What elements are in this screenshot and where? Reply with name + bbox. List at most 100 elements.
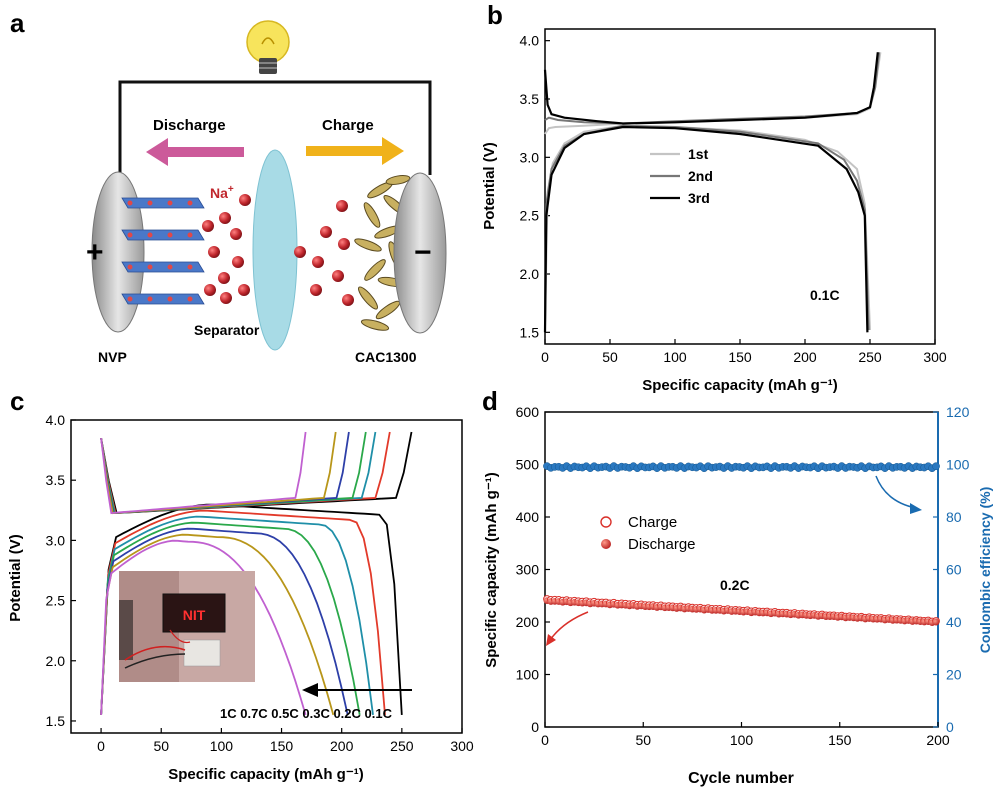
x-tick-label: 0 bbox=[541, 732, 549, 748]
legend-discharge: Discharge bbox=[628, 536, 696, 553]
curve-0.5C-discharge bbox=[100, 527, 349, 716]
panel-a: a Discharge Charge + bbox=[10, 8, 447, 365]
curve-3rd-discharge bbox=[543, 125, 869, 333]
y-tick-label: 600 bbox=[516, 404, 540, 420]
curve-0.1C-discharge bbox=[100, 503, 403, 715]
panel-b-letter: b bbox=[487, 0, 503, 30]
panel-c-curves bbox=[100, 431, 413, 716]
panel-c-ticks: 0 50 100 150 200 250 300 1.5 2.0 2.5 3.0 3.5 4.0 bbox=[46, 412, 474, 754]
y2-tick-label: 100 bbox=[946, 457, 970, 473]
y-tick-label: 1.5 bbox=[520, 324, 540, 340]
panel-c-rate-labels: 1C 0.7C 0.5C 0.3C 0.2C 0.1C bbox=[220, 706, 393, 721]
x-tick-label: 300 bbox=[450, 738, 474, 754]
charge-label: Charge bbox=[322, 117, 374, 134]
plus-sign: + bbox=[86, 236, 104, 269]
discharge-label: Discharge bbox=[153, 117, 226, 134]
panel-c-letter: c bbox=[10, 386, 24, 416]
panel-d-xlabel: Cycle number bbox=[688, 770, 794, 787]
charge-arrow bbox=[306, 137, 404, 165]
svg-text:NIT: NIT bbox=[183, 607, 206, 623]
rate-arrow-head bbox=[302, 683, 318, 697]
y2-tick-label: 40 bbox=[946, 614, 962, 630]
legend-2nd: 2nd bbox=[688, 168, 713, 184]
x-tick-label: 0 bbox=[97, 738, 105, 754]
separator-label: Separator bbox=[194, 322, 260, 338]
y-tick-label: 3.5 bbox=[46, 472, 66, 488]
minus-sign: − bbox=[414, 236, 432, 269]
y-tick-label: 3.0 bbox=[46, 532, 66, 548]
discharge-point bbox=[932, 618, 940, 626]
x-tick-label: 250 bbox=[390, 738, 414, 754]
panel-d: d 0 50 100 150 20001002003004005006000204060… bbox=[482, 386, 993, 787]
anode-label: CAC1300 bbox=[355, 349, 417, 365]
light-bulb-icon bbox=[246, 20, 290, 74]
y-tick-label: 3.5 bbox=[520, 91, 540, 107]
y2-tick-label: 80 bbox=[946, 509, 962, 525]
curve-1C-charge bbox=[100, 431, 307, 515]
y-tick-label: 200 bbox=[516, 614, 540, 630]
y2-tick-label: 120 bbox=[946, 404, 970, 420]
curve-0.2C-b-discharge bbox=[100, 515, 374, 716]
curve-0.7C-discharge bbox=[100, 533, 335, 716]
x-tick-label: 50 bbox=[153, 738, 169, 754]
y-tick-label: 100 bbox=[516, 667, 540, 683]
x-tick-label: 100 bbox=[663, 349, 687, 365]
y-tick-label: 400 bbox=[516, 509, 540, 525]
panel-b-curves bbox=[543, 52, 882, 333]
y-tick-label: 500 bbox=[516, 457, 540, 473]
curve-2nd-charge bbox=[544, 52, 881, 125]
panel-b-ticks: 0 50 100 150 200 250 300 1.5 2.0 2.5 3.0 3.5 4.0 bbox=[520, 33, 947, 365]
y-tick-label: 4.0 bbox=[520, 33, 540, 49]
efficiency-pointer-head bbox=[910, 503, 922, 514]
x-tick-label: 200 bbox=[926, 732, 950, 748]
y2-tick-label: 60 bbox=[946, 562, 962, 578]
curve-0.3C-discharge bbox=[100, 521, 361, 716]
ce-point bbox=[932, 462, 940, 471]
panel-b-legend: 1st 2nd 3rd bbox=[650, 146, 713, 206]
x-tick-label: 200 bbox=[330, 738, 354, 754]
panel-d-rate-label: 0.2C bbox=[720, 577, 750, 593]
y-tick-label: 0 bbox=[531, 719, 539, 735]
panel-b: b 0 50 100 150 200 250 300 1.5 2.0 2.5 3.0 3.5 4.0 S… bbox=[481, 0, 947, 394]
y-tick-label: 4.0 bbox=[46, 412, 66, 428]
y-tick-label: 2.0 bbox=[46, 653, 66, 669]
nvp-layers bbox=[121, 197, 205, 305]
x-tick-label: 150 bbox=[728, 349, 752, 365]
panel-d-legend: Charge Discharge bbox=[600, 514, 696, 553]
x-tick-label: 100 bbox=[210, 738, 234, 754]
anode-disc bbox=[393, 172, 447, 334]
y-tick-label: 3.0 bbox=[520, 149, 540, 165]
panel-c-ylabel: Potential (V) bbox=[7, 534, 24, 622]
carbon-particles bbox=[354, 175, 411, 331]
y-tick-label: 1.5 bbox=[46, 713, 66, 729]
panel-d-points bbox=[543, 462, 940, 627]
panel-c: c 0 50 100 150 200 250 300 1.5 2.0 2.5 3.0 3.5 4.0 N… bbox=[7, 386, 474, 783]
sodium-ions bbox=[202, 194, 354, 306]
legend-charge: Charge bbox=[628, 514, 677, 531]
circuit-wire bbox=[118, 80, 432, 175]
curve-0.2C-discharge bbox=[100, 509, 386, 715]
panel-d-letter: d bbox=[482, 386, 498, 416]
x-tick-label: 100 bbox=[730, 732, 754, 748]
y2-tick-label: 20 bbox=[946, 667, 962, 683]
y-tick-label: 300 bbox=[516, 562, 540, 578]
y-tick-label: 2.5 bbox=[520, 208, 540, 224]
x-tick-label: 250 bbox=[858, 349, 882, 365]
x-tick-label: 150 bbox=[270, 738, 294, 754]
panel-b-xlabel: Specific capacity (mAh g⁻¹) bbox=[642, 377, 837, 394]
curve-2nd-discharge bbox=[544, 124, 870, 331]
panel-b-ylabel: Potential (V) bbox=[481, 142, 498, 230]
x-tick-label: 200 bbox=[793, 349, 817, 365]
curve-1C-discharge bbox=[100, 539, 307, 716]
discharge-arrow bbox=[146, 138, 244, 166]
legend-1st: 1st bbox=[688, 146, 709, 162]
y-tick-label: 2.0 bbox=[520, 266, 540, 282]
x-tick-label: 300 bbox=[923, 349, 947, 365]
x-tick-label: 50 bbox=[602, 349, 618, 365]
x-tick-label: 150 bbox=[828, 732, 852, 748]
panel-d-y2label: Coulombic efficiency (%) bbox=[977, 487, 993, 653]
panel-c-frame bbox=[70, 419, 463, 734]
ion-label: Na+ bbox=[210, 184, 234, 201]
y-tick-label: 2.5 bbox=[46, 593, 66, 609]
